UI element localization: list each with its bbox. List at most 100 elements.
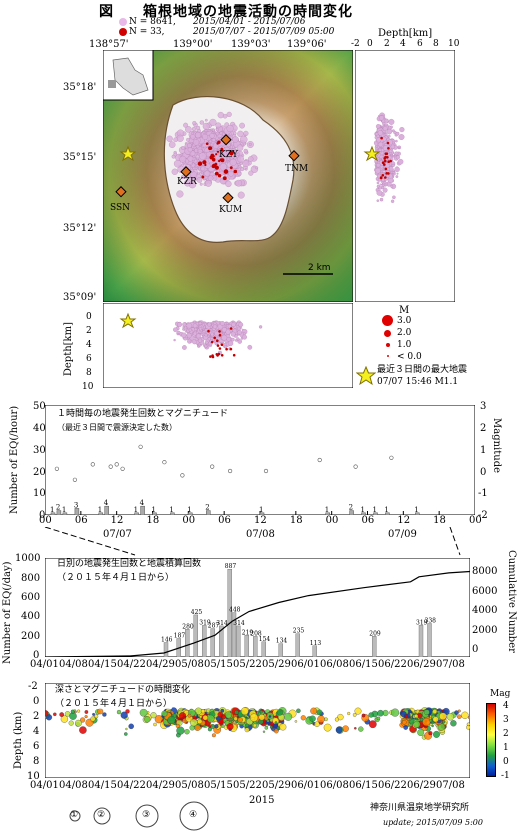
daily-bar-label: 425 <box>191 609 203 616</box>
side-depth-dot <box>376 134 380 138</box>
daily-bar-label: 314 <box>233 620 245 627</box>
epicenter-dot <box>225 151 229 155</box>
mag-legend-label-1: 1.0 <box>397 340 412 350</box>
epicenter-dot <box>239 122 245 129</box>
daily-bar <box>219 625 224 657</box>
bottom-depth-dot <box>258 325 263 329</box>
epicenter-dot <box>242 160 250 167</box>
red-epicenters <box>197 140 238 181</box>
depth-time-dot <box>377 709 384 717</box>
scale-label: 2 km <box>308 263 331 273</box>
side-depth-dot <box>387 134 391 138</box>
epicenter-dot <box>197 171 200 175</box>
epicenter-dot <box>191 126 197 132</box>
daily-x-tick: 06/15 <box>349 659 378 670</box>
daily-bar <box>231 612 237 657</box>
recent-epicenter-dot <box>214 171 219 176</box>
lon-tick-2: 139°00' <box>173 39 213 50</box>
epicenter-dot <box>190 134 196 140</box>
side-depth-dot <box>388 149 393 154</box>
hourly-x-tick: 18 <box>433 515 446 526</box>
epicenter-dot <box>204 118 208 122</box>
bottom-depth-dot <box>224 325 227 328</box>
mag-legend-dot-1 <box>386 343 390 347</box>
depth-time-dot <box>439 712 447 721</box>
daily-bar-label: 113 <box>310 640 322 647</box>
epicenter-dot <box>191 131 194 135</box>
daily-bar <box>312 645 317 657</box>
bottom-depth-dot <box>227 340 234 347</box>
hourly-bar-label: 1 <box>187 506 191 514</box>
depth-side-tick-3: 2 <box>384 39 390 49</box>
daily-left-tick-400: 400 <box>21 611 41 622</box>
station-kum-marker <box>222 192 234 204</box>
bottom-recent-dot <box>216 339 219 342</box>
depth-time-dot <box>457 714 462 719</box>
depth-time-dot <box>376 716 381 721</box>
recent-epicenter-dot <box>229 166 233 170</box>
side-depth-dot <box>384 118 389 123</box>
mag-legend-dot-0 <box>387 355 389 357</box>
depth-time-dot <box>252 723 257 728</box>
bottom-depth-dot <box>189 340 193 343</box>
daily-right-tick-4000: 4000 <box>472 605 498 616</box>
depth-time-dot <box>300 715 306 721</box>
daily-x-tick: 07/08 <box>436 659 465 670</box>
daily-bar-label: 219 <box>242 629 254 636</box>
hourly-bar <box>62 512 68 515</box>
daily-bar-label: 134 <box>276 638 288 645</box>
daily-ylabel-right: Cumulative Number <box>506 550 517 653</box>
depth-time-dot <box>245 723 249 728</box>
depth-time-dot <box>317 715 325 723</box>
mag-legend-label-0: < 0.0 <box>397 352 422 362</box>
hourly-bar <box>415 512 420 515</box>
depthtime-tick-m2: -2 <box>28 681 38 692</box>
epicenter-dot <box>215 128 219 132</box>
depth-time-dot <box>310 707 317 715</box>
daily-bar-label: 448 <box>229 607 241 614</box>
epicenter-dot <box>173 159 182 168</box>
side-depth-dot <box>376 190 383 196</box>
depth-time-dot <box>77 709 81 713</box>
depth-time-dot <box>70 709 75 714</box>
epicenter-dot <box>179 155 187 163</box>
recent-epicenter-dot <box>201 175 205 179</box>
epicenter-dot <box>226 124 234 133</box>
daily-bar <box>185 629 190 657</box>
daily-x-tick: 06/08 <box>320 659 349 670</box>
recent-epicenter-dot <box>208 146 212 151</box>
hourly-bar <box>140 505 145 515</box>
bottom-recent-dot <box>211 354 214 357</box>
depth-time-dot <box>80 717 86 723</box>
epicenter-dot <box>187 147 193 153</box>
recent-epicenter-dot <box>222 158 224 161</box>
epicenter-dot <box>217 111 224 119</box>
bottom-recent-dot <box>218 333 222 337</box>
side-depth-dot <box>399 127 405 133</box>
bottom-recent-dot <box>229 347 233 351</box>
daily-bar <box>278 643 284 657</box>
epicenter-dot <box>185 126 192 133</box>
hourly-bar <box>361 512 366 515</box>
side-recent-dot <box>379 176 383 179</box>
mag-legend-label-3: 3.0 <box>397 316 412 326</box>
epicenter-dot <box>219 131 224 136</box>
bottom-depth-dot <box>220 321 225 326</box>
bottom-depth-dot <box>238 322 244 328</box>
daily-right-tick-8000: 8000 <box>472 566 498 577</box>
bottom-depth-dot <box>230 337 235 342</box>
depthtime-x-tick: 04/08 <box>59 780 88 791</box>
bottom-depth-dot <box>207 334 210 338</box>
depth-time-dot <box>167 716 176 725</box>
depth-time-dot <box>206 714 215 723</box>
epicenter-dot <box>229 158 237 166</box>
hourly-bar <box>50 512 56 515</box>
depth-time-dot <box>79 726 87 734</box>
lat-tick-2: 35°15' <box>63 152 97 163</box>
depth-time-dot <box>128 723 134 730</box>
side-depth-dot <box>377 178 382 182</box>
bottom-depth-dot <box>188 328 192 332</box>
hourly-date-1: 07/07 <box>103 529 132 540</box>
zoom-connector <box>44 527 461 556</box>
side-depth-dot <box>394 166 400 173</box>
